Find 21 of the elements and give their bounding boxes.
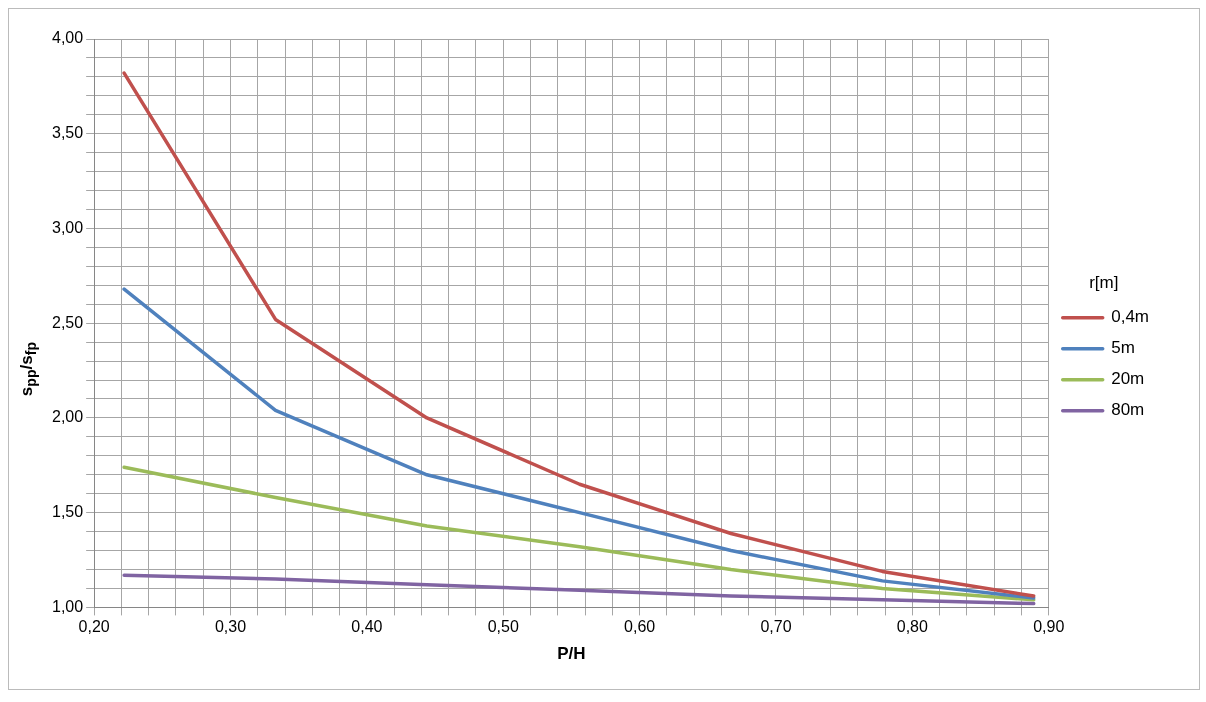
y-tick-label: 3,00 (52, 218, 84, 236)
y-tick-label: 1,50 (52, 503, 84, 521)
legend-label: 0,4m (1111, 307, 1149, 327)
y-tick-label: 2,00 (52, 408, 84, 426)
x-tick-label: 0,50 (487, 618, 519, 636)
legend-label: 5m (1111, 338, 1135, 358)
x-tick-label: 0,80 (896, 618, 929, 636)
legend-label: 80m (1111, 400, 1145, 420)
y-tick-label: 2,50 (52, 313, 84, 331)
legend-label: 20m (1111, 369, 1145, 389)
x-tick-label: 0,90 (1033, 618, 1065, 636)
y-tick-label: 4,00 (52, 29, 84, 47)
x-tick-label: 0,30 (214, 618, 247, 636)
x-tick-label: 0,40 (351, 618, 383, 636)
x-tick-label: 0,70 (760, 618, 792, 636)
x-axis-title: P/H (557, 644, 586, 664)
x-tick-label: 0,20 (78, 618, 110, 636)
y-tick-label: 1,00 (52, 597, 84, 615)
legend-title: r[m] (1089, 272, 1119, 292)
x-tick-label: 0,60 (624, 618, 656, 636)
y-tick-label: 3,50 (52, 124, 84, 142)
